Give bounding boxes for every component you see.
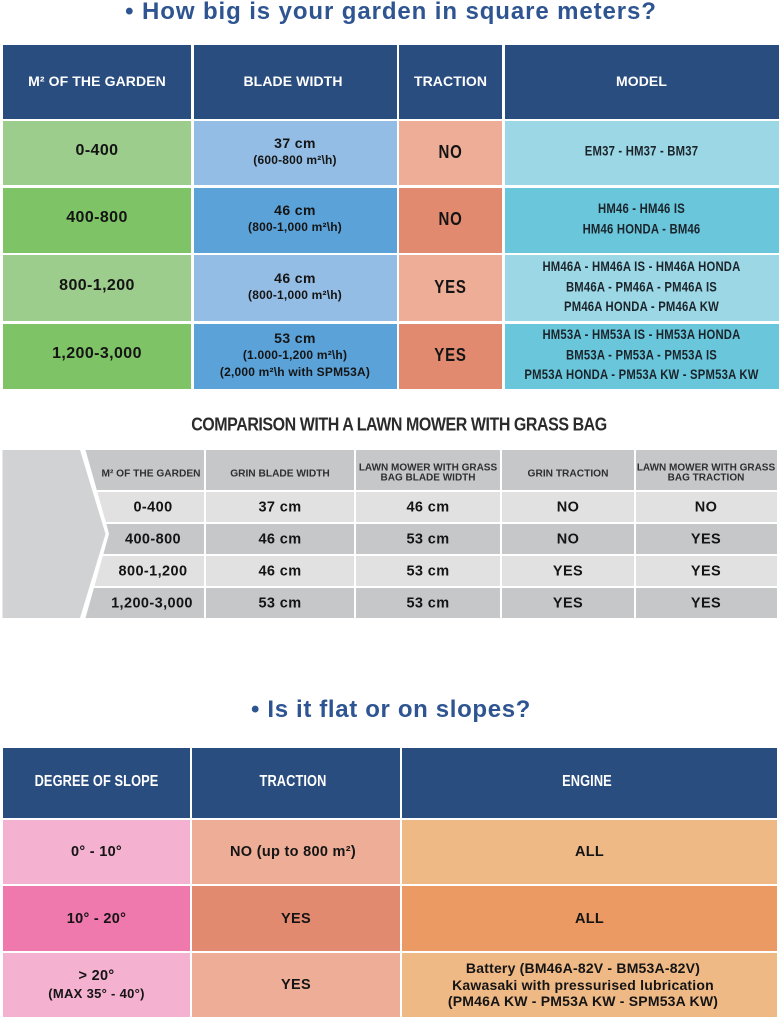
svg-text:BAG BLADE WIDTH: BAG BLADE WIDTH bbox=[381, 473, 476, 484]
svg-text:0-400: 0-400 bbox=[133, 500, 172, 516]
svg-text:53 cm: 53 cm bbox=[406, 532, 449, 548]
svg-text:800-1,200: 800-1,200 bbox=[119, 564, 188, 580]
svg-text:YES: YES bbox=[553, 564, 583, 580]
svg-text:53 cm: 53 cm bbox=[258, 596, 301, 612]
svg-text:NO: NO bbox=[695, 500, 718, 516]
svg-text:NO: NO bbox=[557, 532, 580, 548]
svg-text:GRIN TRACTION: GRIN TRACTION bbox=[528, 469, 609, 480]
svg-text:LAWN MOWER WITH GRASS: LAWN MOWER WITH GRASS bbox=[359, 463, 498, 474]
svg-text:M² OF THE GARDEN: M² OF THE GARDEN bbox=[101, 469, 200, 480]
svg-text:46 cm: 46 cm bbox=[258, 564, 301, 580]
svg-text:YES: YES bbox=[691, 532, 721, 548]
svg-text:YES: YES bbox=[691, 564, 721, 580]
svg-text:53 cm: 53 cm bbox=[406, 564, 449, 580]
svg-text:53 cm: 53 cm bbox=[406, 596, 449, 612]
svg-text:NO: NO bbox=[557, 500, 580, 516]
svg-text:LAWN MOWER WITH GRASS: LAWN MOWER WITH GRASS bbox=[637, 463, 776, 474]
svg-text:46 cm: 46 cm bbox=[406, 500, 449, 516]
svg-text:37 cm: 37 cm bbox=[258, 500, 301, 516]
svg-text:YES: YES bbox=[691, 596, 721, 612]
svg-text:46 cm: 46 cm bbox=[258, 532, 301, 548]
svg-text:BAG TRACTION: BAG TRACTION bbox=[668, 473, 745, 484]
svg-text:GRIN BLADE WIDTH: GRIN BLADE WIDTH bbox=[230, 469, 330, 480]
svg-text:YES: YES bbox=[553, 596, 583, 612]
svg-text:400-800: 400-800 bbox=[125, 532, 181, 548]
svg-text:1,200-3,000: 1,200-3,000 bbox=[111, 596, 193, 612]
